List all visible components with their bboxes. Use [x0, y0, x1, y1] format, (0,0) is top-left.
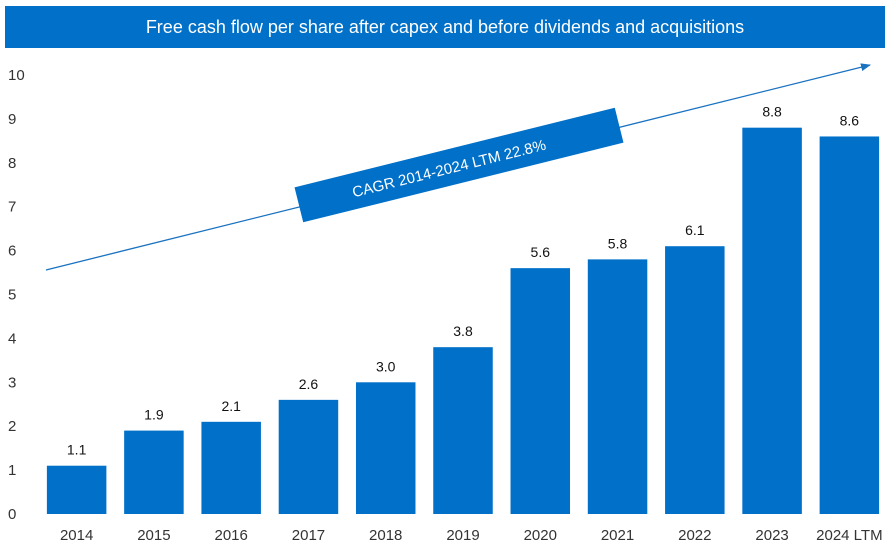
chart-title: Free cash flow per share after capex and… — [145, 16, 745, 37]
bar-2016 — [201, 421, 261, 514]
x-tick-label: 2014 — [60, 527, 93, 544]
data-label: 1.9 — [144, 407, 164, 423]
x-tick-label: 2016 — [214, 527, 247, 544]
x-axis: 2014 2015 2016 2017 2018 2019 2020 2021 2022 2023… — [60, 527, 883, 544]
data-label: 2.1 — [221, 398, 241, 414]
data-label: 2.6 — [299, 376, 319, 392]
bars — [46, 127, 880, 515]
bar-2014 — [46, 465, 107, 514]
x-tick-label: 2017 — [292, 527, 325, 544]
cagr-badge: CAGR 2014-2024 LTM 22.8% — [294, 107, 624, 223]
x-tick-label: 2023 — [755, 527, 788, 544]
x-tick-label: 2021 — [601, 527, 634, 544]
x-tick-label: 2018 — [369, 527, 402, 544]
y-tick-label: 5 — [8, 287, 16, 304]
data-labels: 1.1 1.9 2.1 2.6 3.0 3.8 5.6 5.8 6.1 8.8 8.6 — [67, 104, 859, 458]
y-tick-label: 3 — [8, 374, 16, 391]
y-tick-label: 8 — [8, 155, 16, 172]
y-tick-label: 4 — [8, 330, 16, 347]
bar-2015 — [124, 430, 184, 514]
data-label: 1.1 — [67, 442, 87, 458]
data-label: 3.0 — [376, 358, 396, 374]
y-tick-label: 2 — [8, 418, 16, 435]
data-label: 3.8 — [453, 323, 473, 339]
data-label: 5.6 — [531, 244, 551, 260]
x-tick-label: 2019 — [446, 527, 479, 544]
bar-2019 — [433, 347, 493, 514]
data-label: 6.1 — [685, 222, 705, 238]
bar-2021 — [587, 259, 648, 514]
x-tick-label: 2015 — [137, 527, 170, 544]
y-tick-label: 0 — [8, 506, 16, 523]
x-tick-label: 2024 LTM — [816, 527, 882, 544]
bar-2018 — [355, 382, 416, 514]
cagr-box — [294, 107, 624, 223]
chart-title-bar: Free cash flow per share after capex and… — [5, 6, 885, 48]
y-axis: 0 1 2 3 4 5 6 7 8 9 10 — [8, 67, 25, 523]
data-label: 5.8 — [608, 235, 628, 251]
y-tick-label: 7 — [8, 199, 16, 216]
bar-2017 — [278, 399, 339, 514]
y-tick-label: 1 — [8, 462, 16, 479]
bar-2020 — [510, 268, 571, 514]
bar-2024-ltm — [819, 136, 880, 514]
bar-2023 — [742, 127, 802, 515]
x-tick-label: 2020 — [524, 527, 557, 544]
data-label: 8.8 — [762, 104, 782, 120]
y-tick-label: 9 — [8, 111, 16, 128]
data-label: 8.6 — [840, 112, 860, 128]
x-tick-label: 2022 — [678, 527, 711, 544]
y-tick-label: 6 — [8, 243, 16, 260]
y-tick-label: 10 — [8, 67, 25, 84]
bar-2022 — [665, 246, 725, 514]
